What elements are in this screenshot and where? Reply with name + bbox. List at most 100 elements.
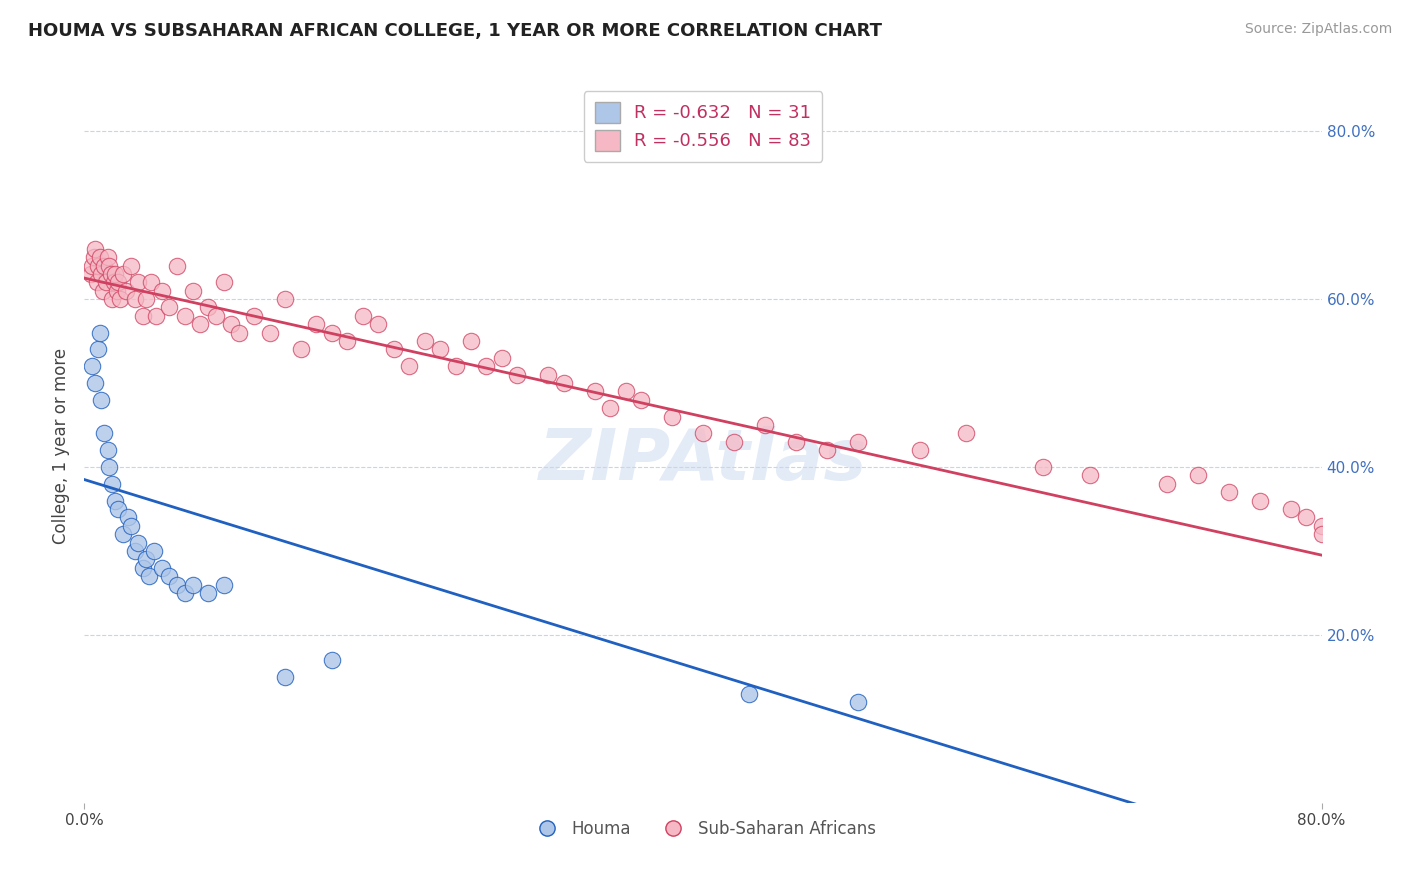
Point bbox=[1078, 468, 1101, 483]
Point bbox=[630, 392, 652, 407]
Point bbox=[908, 443, 931, 458]
Point bbox=[1310, 527, 1333, 541]
Point bbox=[127, 275, 149, 289]
Point bbox=[166, 577, 188, 591]
Point bbox=[101, 476, 124, 491]
Point bbox=[174, 309, 197, 323]
Point bbox=[100, 267, 122, 281]
Point bbox=[98, 259, 121, 273]
Point bbox=[1032, 460, 1054, 475]
Point bbox=[98, 460, 121, 475]
Point bbox=[84, 376, 107, 390]
Point bbox=[96, 250, 118, 264]
Point bbox=[138, 569, 160, 583]
Point bbox=[91, 284, 114, 298]
Point bbox=[83, 250, 105, 264]
Point bbox=[117, 510, 139, 524]
Point bbox=[112, 267, 135, 281]
Point bbox=[661, 409, 683, 424]
Point bbox=[846, 695, 869, 709]
Point bbox=[1295, 510, 1317, 524]
Point bbox=[108, 292, 131, 306]
Point bbox=[132, 560, 155, 574]
Point bbox=[104, 493, 127, 508]
Point bbox=[290, 343, 312, 357]
Point bbox=[79, 267, 101, 281]
Point bbox=[243, 309, 266, 323]
Point bbox=[112, 527, 135, 541]
Point bbox=[413, 334, 436, 348]
Point bbox=[1156, 476, 1178, 491]
Point bbox=[614, 384, 637, 399]
Point bbox=[1310, 518, 1333, 533]
Point bbox=[274, 292, 297, 306]
Legend: Houma, Sub-Saharan Africans: Houma, Sub-Saharan Africans bbox=[523, 814, 883, 845]
Point bbox=[197, 586, 219, 600]
Point bbox=[444, 359, 467, 374]
Point bbox=[955, 426, 977, 441]
Point bbox=[219, 318, 242, 332]
Point bbox=[460, 334, 482, 348]
Point bbox=[181, 577, 204, 591]
Point bbox=[107, 275, 129, 289]
Point bbox=[127, 535, 149, 549]
Point bbox=[352, 309, 374, 323]
Point bbox=[159, 301, 180, 315]
Point bbox=[159, 569, 180, 583]
Point bbox=[107, 502, 129, 516]
Point bbox=[87, 259, 110, 273]
Point bbox=[274, 670, 297, 684]
Y-axis label: College, 1 year or more: College, 1 year or more bbox=[52, 348, 70, 544]
Point bbox=[1187, 468, 1209, 483]
Point bbox=[139, 275, 162, 289]
Text: ZIPAtlas: ZIPAtlas bbox=[538, 425, 868, 495]
Point bbox=[336, 334, 359, 348]
Point bbox=[105, 284, 128, 298]
Point bbox=[491, 351, 513, 365]
Text: HOUMA VS SUBSAHARAN AFRICAN COLLEGE, 1 YEAR OR MORE CORRELATION CHART: HOUMA VS SUBSAHARAN AFRICAN COLLEGE, 1 Y… bbox=[28, 22, 882, 40]
Point bbox=[537, 368, 560, 382]
Point bbox=[754, 417, 776, 432]
Point bbox=[124, 544, 146, 558]
Point bbox=[135, 292, 157, 306]
Point bbox=[738, 687, 761, 701]
Point bbox=[815, 443, 838, 458]
Point bbox=[166, 259, 188, 273]
Point bbox=[93, 259, 115, 273]
Point bbox=[321, 653, 343, 667]
Point bbox=[87, 343, 110, 357]
Point bbox=[132, 309, 155, 323]
Point bbox=[228, 326, 250, 340]
Point bbox=[96, 443, 118, 458]
Point bbox=[135, 552, 157, 566]
Point bbox=[89, 326, 111, 340]
Point bbox=[82, 359, 104, 374]
Point bbox=[197, 301, 219, 315]
Point bbox=[145, 309, 167, 323]
Point bbox=[212, 275, 235, 289]
Point bbox=[846, 434, 869, 449]
Point bbox=[599, 401, 621, 416]
Point bbox=[103, 275, 125, 289]
Point bbox=[475, 359, 498, 374]
Point bbox=[692, 426, 714, 441]
Point bbox=[181, 284, 204, 298]
Point bbox=[150, 560, 173, 574]
Point bbox=[553, 376, 575, 390]
Point bbox=[120, 259, 142, 273]
Point bbox=[1279, 502, 1302, 516]
Point bbox=[84, 242, 107, 256]
Point bbox=[120, 518, 142, 533]
Point bbox=[115, 284, 138, 298]
Point bbox=[212, 577, 235, 591]
Point bbox=[506, 368, 529, 382]
Point bbox=[90, 267, 112, 281]
Point bbox=[583, 384, 606, 399]
Point bbox=[82, 259, 104, 273]
Point bbox=[124, 292, 146, 306]
Point bbox=[104, 267, 127, 281]
Point bbox=[205, 309, 228, 323]
Point bbox=[93, 426, 115, 441]
Point bbox=[429, 343, 451, 357]
Point bbox=[382, 343, 405, 357]
